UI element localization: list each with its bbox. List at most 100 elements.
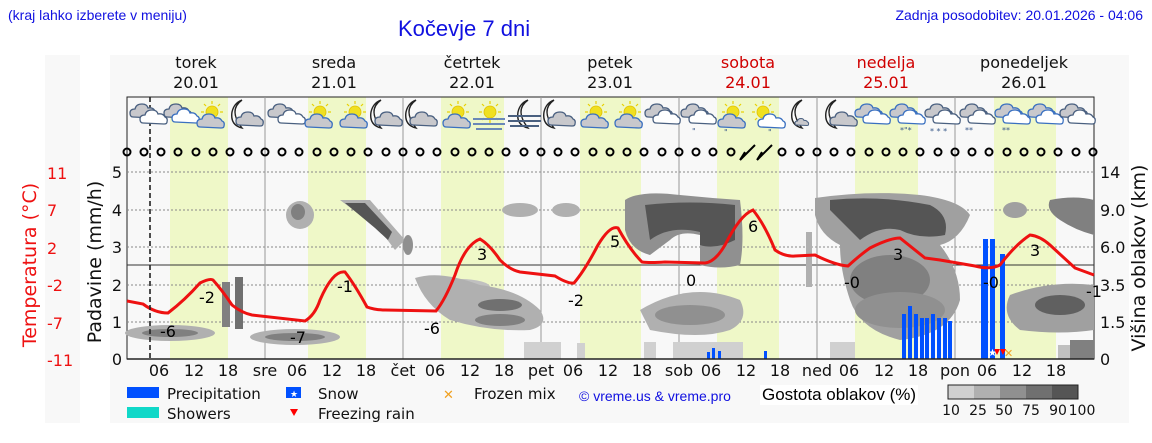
svg-text:-11: -11 [47,351,73,370]
svg-text:pon: pon [940,361,970,380]
day-name: torek [175,53,217,72]
svg-text:18: 18 [632,361,652,380]
svg-text:0: 0 [1100,350,1110,369]
svg-text:0: 0 [686,271,696,290]
svg-text:**: ** [1002,126,1010,135]
day-name: ponedeljek [980,53,1068,72]
svg-text:06: 06 [977,361,997,380]
svg-text:sre: sre [253,361,277,380]
svg-text:-0: -0 [983,273,999,292]
showers-swatch [127,407,159,418]
svg-text:3: 3 [477,245,487,264]
temp-axis-label: Temperatura (°C) [19,183,41,348]
last-update: Zadnja posodobitev: 20.01.2026 - 04:06 [895,7,1143,23]
svg-text:06: 06 [425,361,445,380]
svg-text:1: 1 [112,313,122,332]
svg-text:2: 2 [112,276,122,295]
sun-fog-icon [473,100,505,130]
cloudy-snow-icon: ** [959,103,996,135]
precip-axis-ticks: 0 1 2 3 4 5 [112,163,122,369]
svg-text:-7: -7 [290,328,306,347]
daylight-bands [170,97,1056,359]
svg-text:18: 18 [908,361,928,380]
cloudy-light-rain-icon: " [680,103,717,136]
location-hint[interactable]: (kraj lahko izberete v meniju) [8,7,187,23]
copyright-link[interactable]: © vreme.us & vreme.pro [579,388,731,404]
svg-text:12: 12 [598,361,618,380]
freezing-rain-icon [290,409,298,416]
svg-text:12: 12 [1012,361,1032,380]
day-date: 20.01 [173,73,219,92]
cloud-density-label: Gostota oblakov (%) [760,385,919,405]
svg-text:**: ** [965,126,973,135]
freezing-rain-marker-icon [1000,349,1006,355]
day-name: petek [587,53,633,72]
svg-text:12: 12 [184,361,204,380]
svg-text:4: 4 [112,201,122,220]
night-partly-cloudy-icon [231,99,264,130]
svg-text:12: 12 [322,361,342,380]
svg-text:": " [768,128,772,137]
svg-text:3: 3 [1030,241,1040,260]
svg-text:1.5: 1.5 [1100,313,1125,332]
precipitation-bars [707,239,1005,359]
temperature-axis-panel [45,55,80,423]
svg-text:5: 5 [112,163,122,182]
svg-text:12: 12 [460,361,480,380]
svg-text:06: 06 [839,361,859,380]
svg-text:* * *: * * * [930,127,947,136]
cloudy-icon [644,103,681,125]
svg-text:18: 18 [356,361,376,380]
frozen-mix-icon: ✕ [443,388,454,403]
precipitation-swatch [127,387,159,398]
day-header-3: petek 23.01 [550,53,670,93]
cloudy-icon [267,103,306,125]
svg-text:3: 3 [893,245,903,264]
freezing-rain-marker-icon [994,349,1000,355]
svg-text:18: 18 [1046,361,1066,380]
svg-text:50: 50 [995,403,1013,419]
svg-text:": " [724,128,728,137]
svg-text:06: 06 [287,361,307,380]
legend-snow: Snow [318,385,359,403]
day-header-2: četrtek 22.01 [412,53,532,93]
day-date: 25.01 [863,73,909,92]
page-title: Kočevje 7 dni [398,16,531,41]
night-partly-cloudy-icon [405,99,438,130]
svg-text:": " [692,127,696,136]
cloud-density-ticks: 10 25 50 75 90 100 [942,403,1095,419]
svg-text:06: 06 [149,361,169,380]
svg-text:10: 10 [942,403,960,419]
svg-text:-2: -2 [47,276,63,295]
cloudy-snow-icon: ** [994,103,1031,135]
cloud-density-scale [947,384,1079,400]
svg-text:0: 0 [112,350,122,369]
svg-text:pet: pet [528,361,554,380]
night-partly-cloudy-icon [370,99,403,130]
svg-text:18: 18 [218,361,238,380]
svg-text:6.0: 6.0 [1100,238,1125,257]
svg-text:-2: -2 [199,288,215,307]
svg-text:-1: -1 [1086,282,1102,301]
night-partly-cloudy-icon [543,99,576,130]
legend-frozen-mix: Frozen mix [474,385,556,403]
legend-freezing-rain: Freezing rain [318,405,415,423]
svg-text:14: 14 [1100,163,1120,182]
svg-text:2: 2 [47,239,57,258]
day-name: sreda [311,53,357,72]
svg-text:*"*: *"* [900,126,912,135]
weather-icon-strip: " " " *"* * * * ** ** [129,99,1096,137]
day-name: sobota [720,53,776,72]
legend-showers: Showers [167,405,231,423]
svg-text:čet: čet [391,361,416,380]
cloud-axis-ticks: 0 1.5 3.5 6.0 9.0 14 [1100,163,1125,369]
night-fog-icon [508,99,541,130]
svg-text:18: 18 [770,361,790,380]
wind-barb-icon [739,144,773,161]
day-header-4: sobota 24.01 [688,53,808,93]
frozen-mix-marker-icon: ✕ [1004,347,1013,360]
day-date: 23.01 [587,73,633,92]
svg-text:3.5: 3.5 [1100,276,1125,295]
svg-text:9.0: 9.0 [1100,201,1125,220]
legend-precipitation: Precipitation [167,385,261,403]
